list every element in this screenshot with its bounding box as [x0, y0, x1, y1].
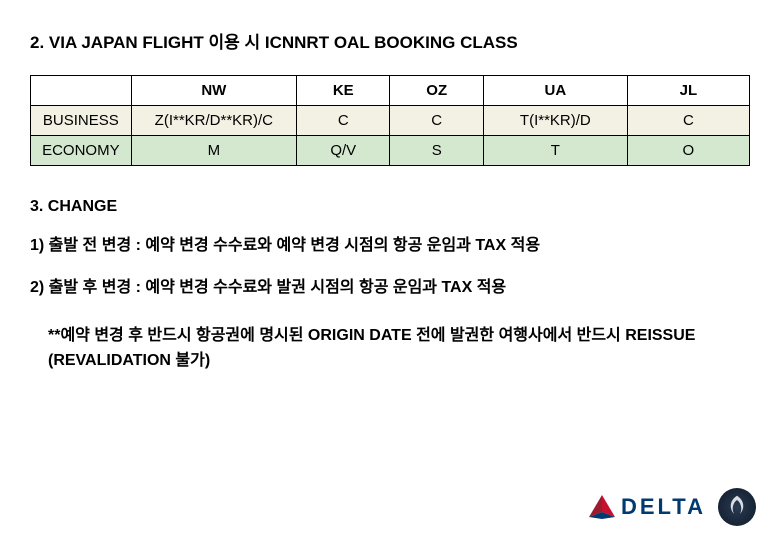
col-header: JL	[627, 76, 749, 106]
table-cell: C	[390, 106, 483, 136]
table-cell: C	[627, 106, 749, 136]
table-cell: T	[483, 136, 627, 166]
table-corner	[31, 76, 132, 106]
section-title: 2. VIA JAPAN FLIGHT 이용 시 ICNNRT OAL BOOK…	[30, 28, 750, 53]
table-cell: Z(I**KR/D**KR)/C	[131, 106, 296, 136]
col-header: KE	[297, 76, 390, 106]
footnote: **예약 변경 후 반드시 항공권에 명시된 ORIGIN DATE 전에 발권…	[30, 324, 750, 374]
list-item: 1) 출발 전 변경 : 예약 변경 수수료와 예약 변경 시점의 항공 운임과…	[30, 234, 750, 258]
table-cell: C	[297, 106, 390, 136]
list-item: 2) 출발 후 변경 : 예약 변경 수수료와 발권 시점의 항공 운임과 TA…	[30, 276, 750, 300]
table-cell: Q/V	[297, 136, 390, 166]
skyteam-logo	[718, 488, 756, 526]
footer: DELTA	[589, 488, 756, 526]
delta-logo: DELTA	[589, 494, 706, 520]
row-label: BUSINESS	[31, 106, 132, 136]
delta-triangle-icon	[589, 495, 615, 519]
section3-title: 3. CHANGE	[30, 198, 750, 216]
col-header: NW	[131, 76, 296, 106]
col-header: UA	[483, 76, 627, 106]
delta-wordmark: DELTA	[621, 494, 706, 520]
table-cell: O	[627, 136, 749, 166]
table-cell: T(I**KR)/D	[483, 106, 627, 136]
table-row: BUSINESS Z(I**KR/D**KR)/C C C T(I**KR)/D…	[31, 106, 750, 136]
table-cell: M	[131, 136, 296, 166]
skyteam-ribbon-icon	[723, 493, 751, 521]
booking-class-table: NW KE OZ UA JL BUSINESS Z(I**KR/D**KR)/C…	[30, 75, 750, 166]
col-header: OZ	[390, 76, 483, 106]
table-cell: S	[390, 136, 483, 166]
table-header-row: NW KE OZ UA JL	[31, 76, 750, 106]
table-row: ECONOMY M Q/V S T O	[31, 136, 750, 166]
row-label: ECONOMY	[31, 136, 132, 166]
